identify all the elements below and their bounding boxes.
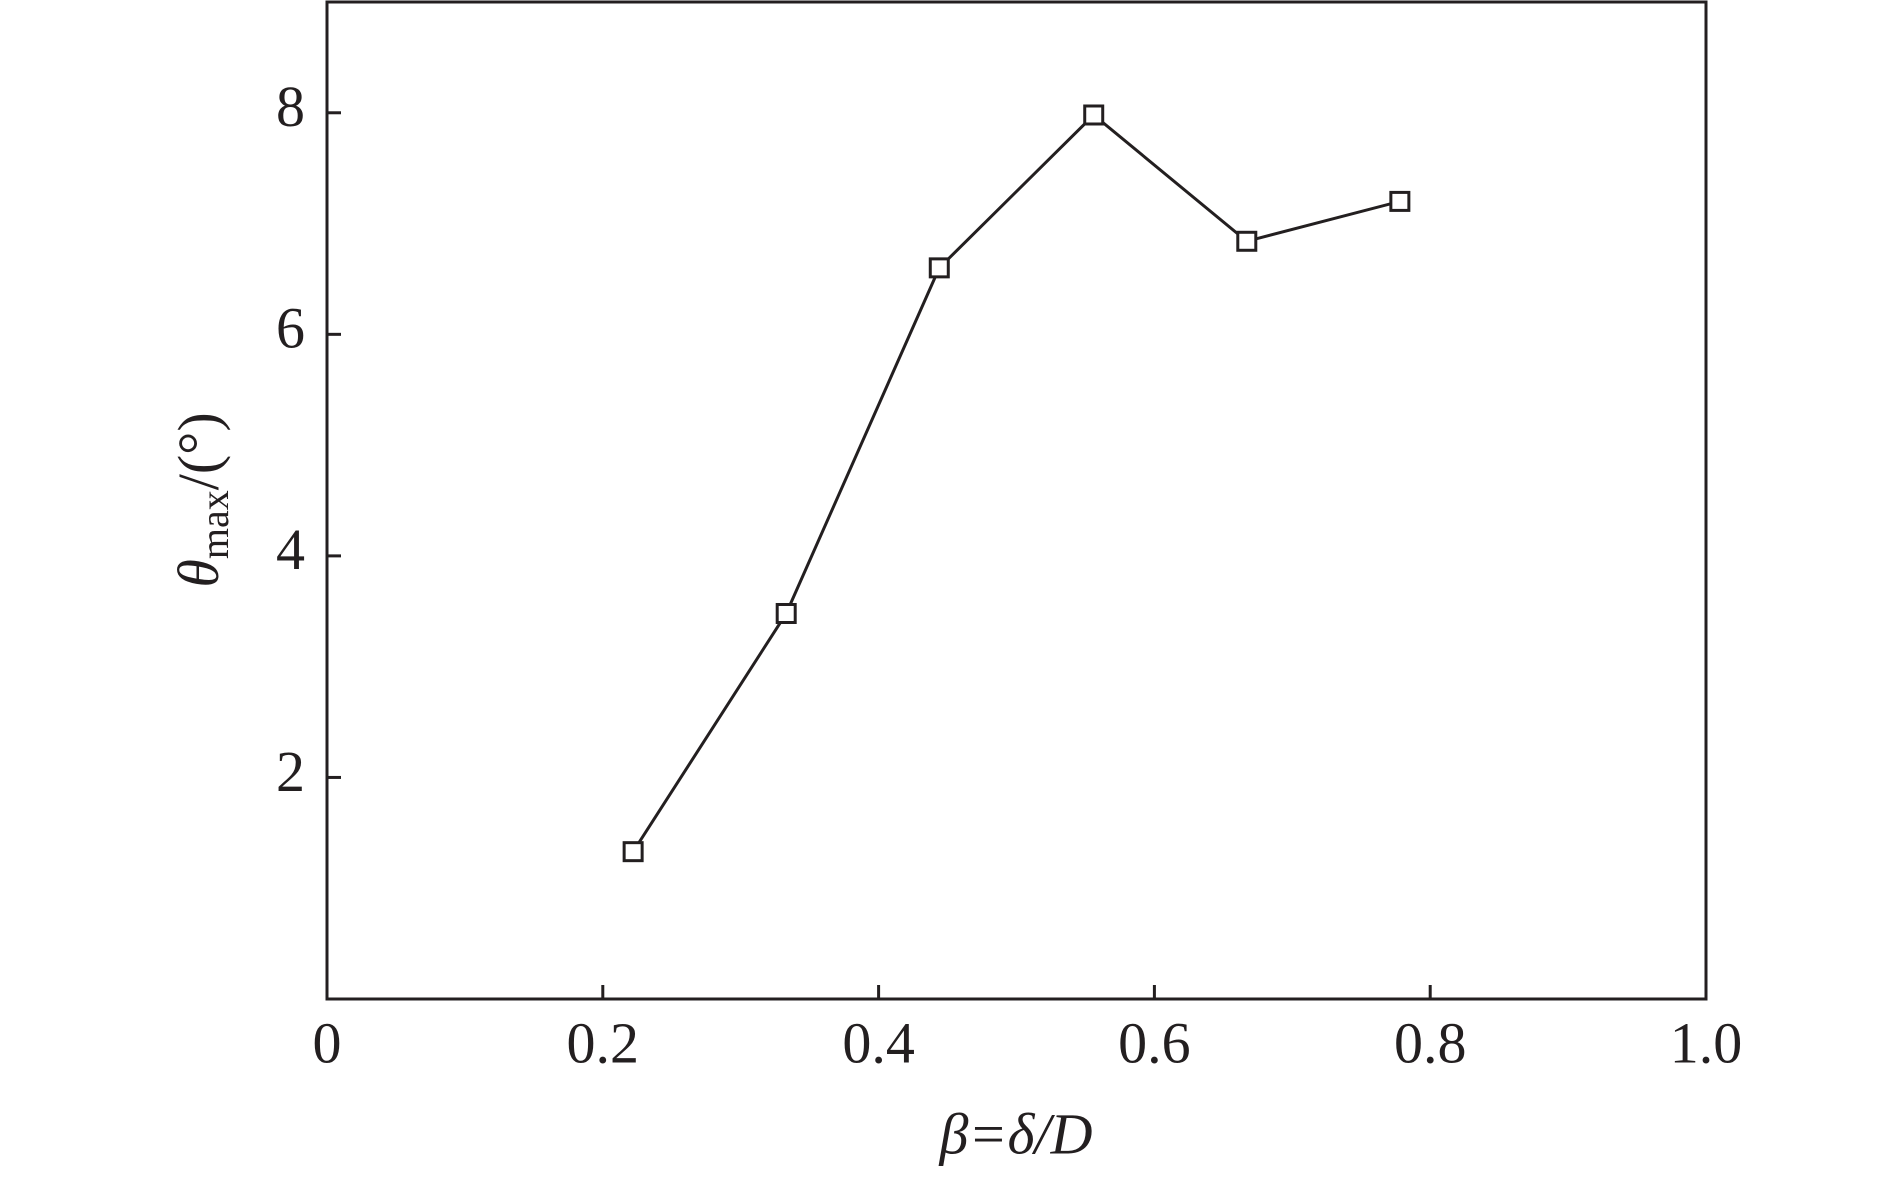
x-tick-label: 0 [313,1010,342,1075]
marker [1083,104,1105,126]
marker [775,602,797,624]
plot-frame [325,0,1708,1001]
y-tick-label: 8 [276,74,305,139]
marker [928,257,950,279]
y-label-unit: /(°) [166,412,231,490]
marker [1389,190,1411,212]
y-tick-label: 4 [276,517,305,582]
x-axis-label: β=δ/D [939,1101,1093,1166]
y-axis-label: θmax/(°) [166,412,237,587]
series-line [631,112,1401,853]
y-label-symbol: θ [166,559,231,588]
y-tick-label: 6 [276,296,305,361]
marker [622,841,644,863]
x-tick-label: 1.0 [1670,1010,1743,1075]
x-tick-label: 0.4 [842,1010,915,1075]
x-tick-label: 0.6 [1118,1010,1191,1075]
y-label-subscript: max [192,490,237,559]
x-tick-label: 0.2 [567,1010,640,1075]
y-tick-label: 2 [276,739,305,804]
marker [1236,230,1258,252]
x-tick-label: 0.8 [1394,1010,1467,1075]
